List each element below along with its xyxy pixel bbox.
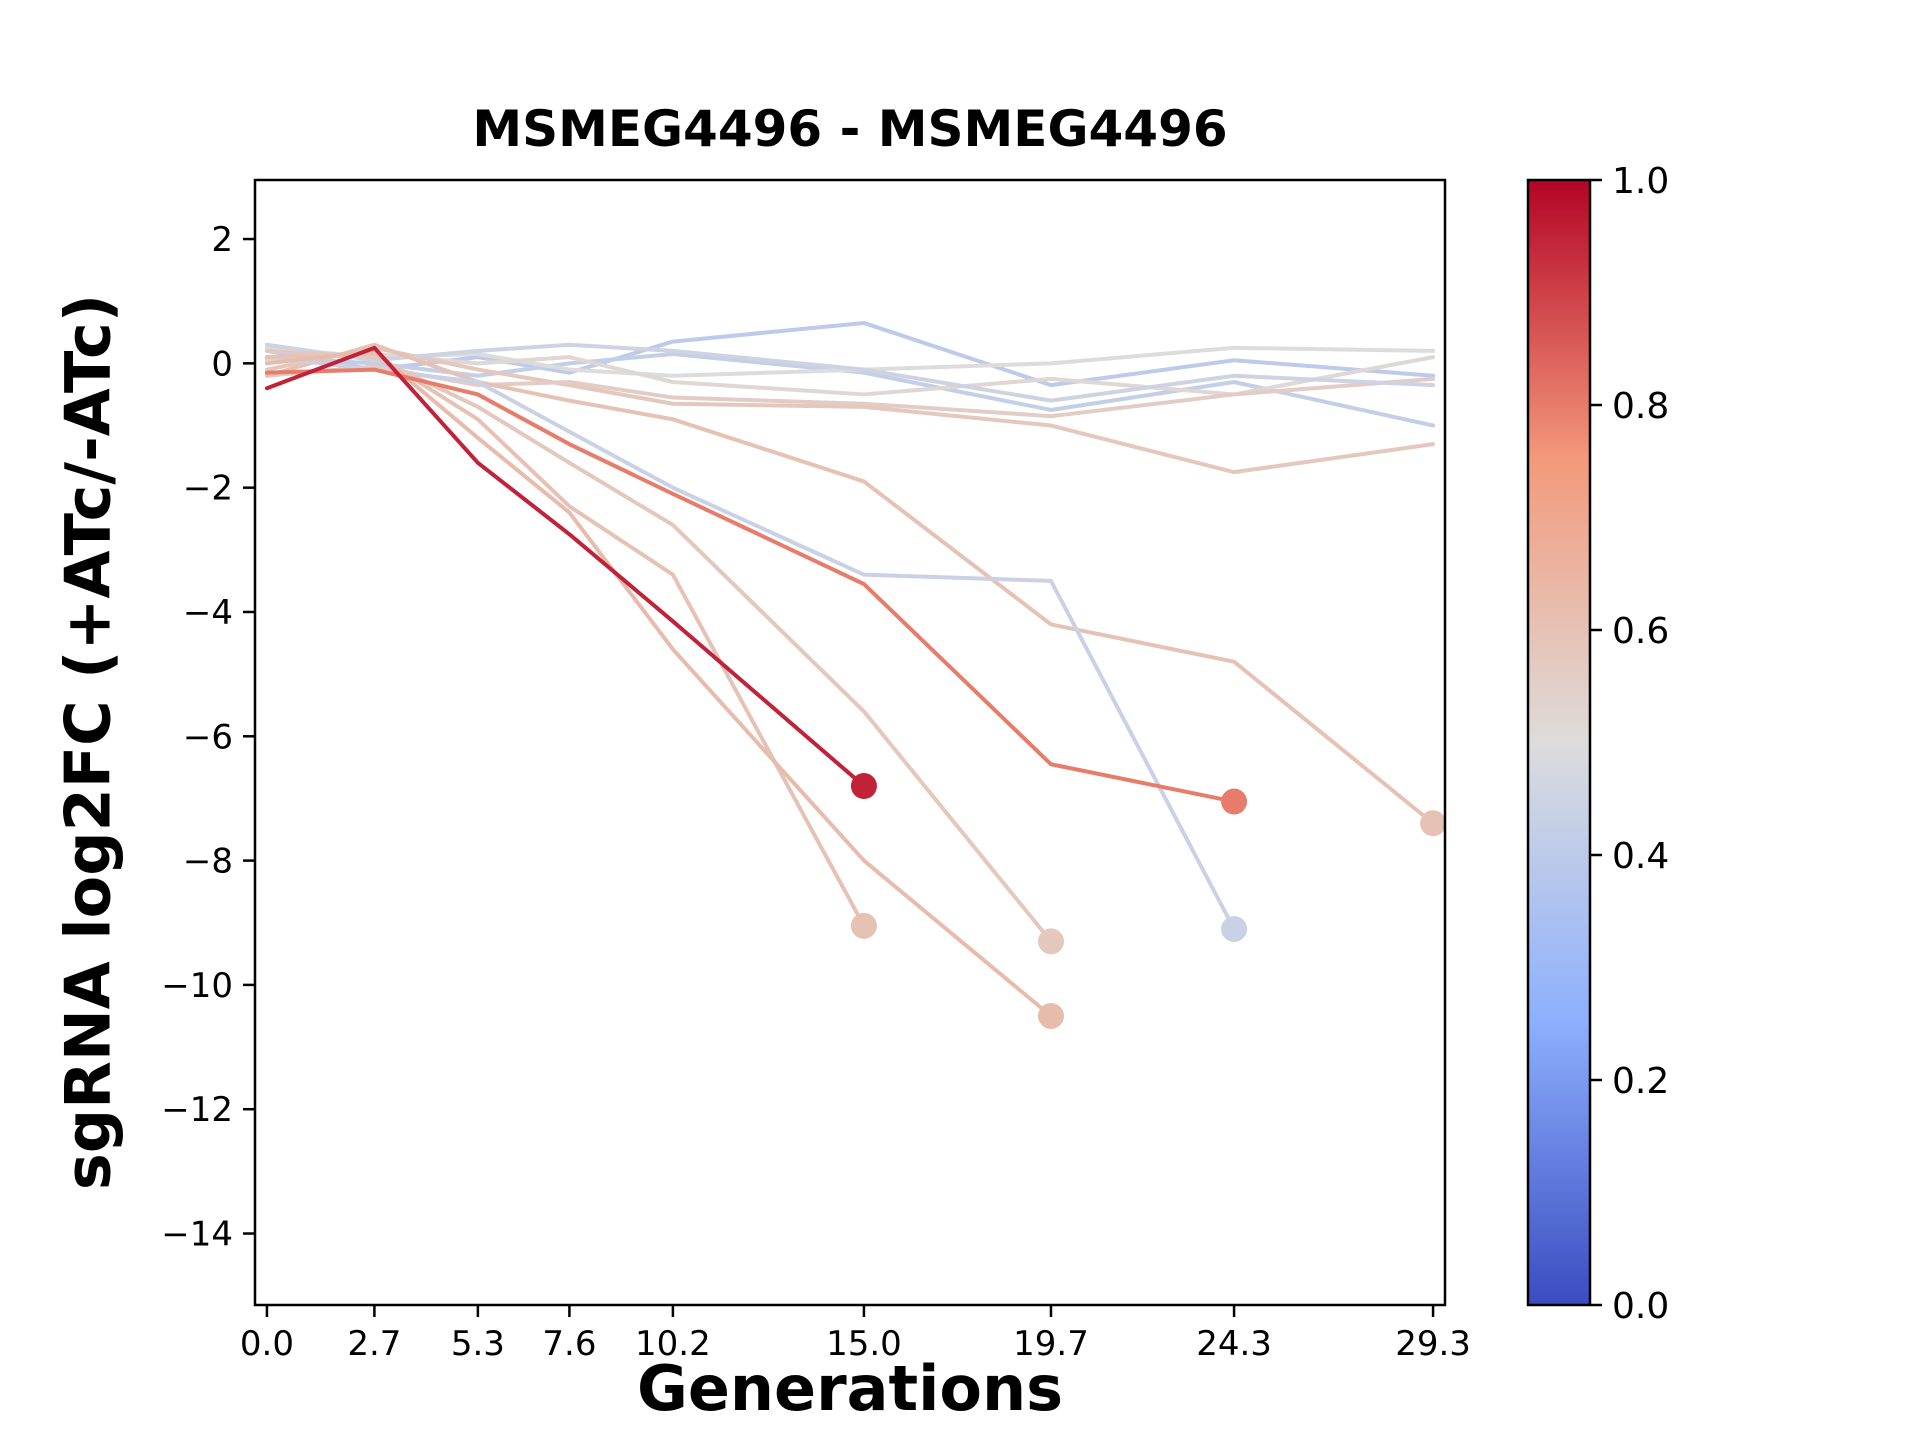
x-tick-label: 2.7 (347, 1324, 401, 1364)
colorbar-tick-label: 0.8 (1612, 386, 1669, 427)
y-tick-label: −2 (183, 469, 233, 509)
x-tick-label: 7.6 (542, 1324, 596, 1364)
series-line (264, 348, 1053, 944)
colorbar (1526, 178, 1592, 1307)
y-tick-label: 2 (211, 220, 233, 260)
colorbar-tick-label: 1.0 (1612, 161, 1669, 202)
y-tick-label: −6 (183, 717, 233, 757)
series-end-dot (850, 912, 877, 939)
x-tick-label: 29.3 (1395, 1324, 1471, 1364)
y-tick-label: −12 (161, 1090, 233, 1130)
y-tick-label: −8 (183, 842, 233, 882)
chart-title: MSMEG4496 - MSMEG4496 (472, 100, 1228, 158)
y-tick-label: −14 (161, 1215, 233, 1255)
series-end-dot (1037, 1002, 1064, 1029)
series-line (264, 352, 1436, 428)
x-tick-label: 10.2 (635, 1324, 711, 1364)
series-end-dot (1221, 788, 1248, 815)
x-tick-label: 5.3 (451, 1324, 505, 1364)
series-line (264, 367, 1237, 804)
axes-frame (253, 178, 1447, 1307)
series-line (264, 348, 1053, 1018)
colorbar-tick-label: 0.6 (1612, 611, 1669, 652)
x-tick-label: 24.3 (1196, 1324, 1272, 1364)
y-tick-label: −4 (183, 593, 233, 633)
series-line (264, 320, 1436, 388)
y-tick-label: −10 (161, 966, 233, 1006)
series-end-dot (1221, 915, 1248, 942)
series-line (264, 345, 866, 789)
x-tick-label: 0.0 (240, 1324, 294, 1364)
y-tick-label: 0 (211, 344, 233, 384)
series-end-dot (1037, 928, 1064, 955)
x-tick-label: 15.0 (826, 1324, 902, 1364)
colorbar-tick-label: 0.2 (1612, 1061, 1669, 1102)
series-end-dot (1420, 810, 1447, 837)
x-axis-label: Generations (636, 1352, 1064, 1425)
series-end-dot (850, 773, 877, 800)
colorbar-tick-label: 0.0 (1612, 1286, 1669, 1327)
series-line (264, 355, 1237, 931)
y-axis-label: sgRNA log2FC (+ATc/-ATc) (51, 293, 125, 1191)
series-line (264, 342, 1436, 826)
colorbar-tick-label: 0.4 (1612, 836, 1669, 877)
x-tick-label: 19.7 (1013, 1324, 1089, 1364)
